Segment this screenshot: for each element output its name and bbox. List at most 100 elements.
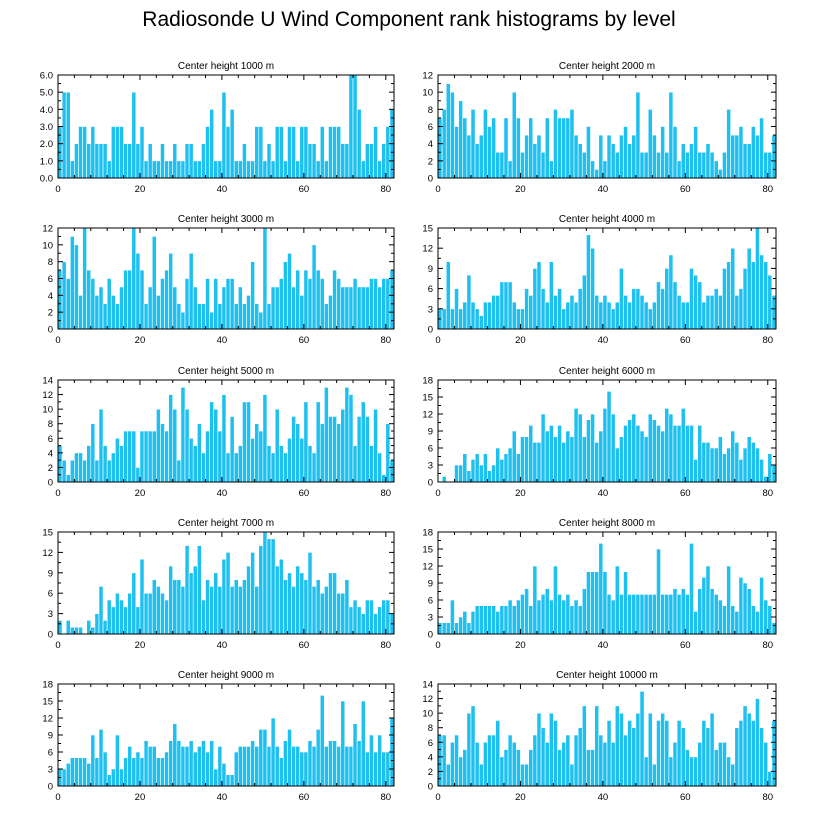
x-tick-label: 40 xyxy=(598,792,609,803)
bar xyxy=(225,552,231,635)
bar xyxy=(209,740,215,787)
bar xyxy=(590,749,595,787)
bar xyxy=(454,288,459,330)
bar xyxy=(311,143,317,179)
bar xyxy=(598,134,604,179)
bar xyxy=(602,408,608,483)
bar xyxy=(573,734,579,787)
bar xyxy=(266,143,272,179)
bar xyxy=(565,430,571,483)
bar xyxy=(536,712,542,787)
bar xyxy=(61,459,67,483)
ticks xyxy=(437,74,776,179)
bar xyxy=(360,160,366,179)
bar xyxy=(78,626,83,635)
bar xyxy=(643,151,649,179)
x-tick-label: 80 xyxy=(762,792,773,803)
bar xyxy=(283,579,288,635)
bar xyxy=(348,606,354,635)
bar xyxy=(759,117,764,179)
bar xyxy=(610,308,616,330)
bar xyxy=(511,91,517,179)
y-tick-label: 3 xyxy=(48,609,53,620)
bar xyxy=(450,599,455,635)
bar xyxy=(250,160,255,179)
bar xyxy=(462,611,468,635)
bar xyxy=(726,109,731,179)
bars xyxy=(57,227,395,330)
bar xyxy=(577,288,583,330)
y-tick-label: 6 xyxy=(428,596,433,607)
bar xyxy=(697,741,703,787)
bar xyxy=(246,295,251,330)
bar xyxy=(730,247,736,330)
bar xyxy=(168,394,174,483)
bar xyxy=(750,442,756,483)
y-tick-label: 6 xyxy=(48,748,53,759)
bar xyxy=(287,729,292,787)
bar xyxy=(470,301,476,330)
bar xyxy=(156,160,161,179)
bar xyxy=(598,543,604,635)
bar xyxy=(344,386,350,483)
bar xyxy=(324,746,329,787)
y-tick-label: 6.0 xyxy=(40,71,53,82)
bar xyxy=(586,749,591,787)
bar xyxy=(627,594,633,635)
bar xyxy=(274,565,280,635)
bar xyxy=(548,160,554,179)
bar xyxy=(278,757,284,787)
bar xyxy=(726,565,731,635)
bar xyxy=(652,134,657,179)
bar xyxy=(192,160,198,179)
bar xyxy=(127,143,133,179)
ticks xyxy=(57,74,394,179)
y-tick-label: 15 xyxy=(42,697,53,708)
bar xyxy=(627,143,633,179)
bar xyxy=(74,626,79,635)
y-tick-label: 12 xyxy=(422,410,433,421)
y-tick-label: 6 xyxy=(428,122,433,133)
bar xyxy=(569,763,575,787)
bar xyxy=(254,586,260,635)
bar xyxy=(319,278,325,330)
bar xyxy=(184,408,190,483)
bar xyxy=(139,430,145,483)
x-tick-label: 40 xyxy=(217,792,228,803)
bar xyxy=(250,261,255,330)
bar xyxy=(717,599,723,635)
bar xyxy=(565,594,571,635)
bar xyxy=(307,278,313,330)
bar xyxy=(356,286,362,330)
y-tick-label: 12 xyxy=(422,562,433,573)
bar xyxy=(540,288,546,330)
bar xyxy=(689,268,694,330)
x-tick-label: 60 xyxy=(299,488,310,499)
bar xyxy=(680,301,686,330)
bar xyxy=(287,126,292,179)
bar xyxy=(197,545,202,635)
bar xyxy=(217,303,223,330)
bar xyxy=(639,295,645,330)
bar xyxy=(713,288,719,330)
bar xyxy=(328,126,333,179)
bar xyxy=(160,143,165,179)
bar xyxy=(487,605,492,635)
bar xyxy=(115,592,120,635)
y-tick-label: 0 xyxy=(48,325,53,336)
bar xyxy=(332,572,337,635)
bar xyxy=(307,740,313,787)
bar xyxy=(474,453,480,483)
panel-title: Center height 7000 m xyxy=(178,518,274,529)
bar xyxy=(631,413,637,483)
bar xyxy=(303,126,309,179)
bar xyxy=(164,269,169,330)
bar xyxy=(110,126,116,179)
bar xyxy=(135,606,141,635)
bar xyxy=(127,592,133,635)
panel-4: Center height 4000 m 0 20 40 60 80 0 3 6 9 12 15 xyxy=(422,214,777,346)
bar xyxy=(643,594,649,635)
panel-9: Center height 9000 m 0 20 40 60 80 0 3 6 9 12 15 18 xyxy=(42,670,395,803)
bar xyxy=(639,151,645,179)
bar xyxy=(352,599,358,635)
